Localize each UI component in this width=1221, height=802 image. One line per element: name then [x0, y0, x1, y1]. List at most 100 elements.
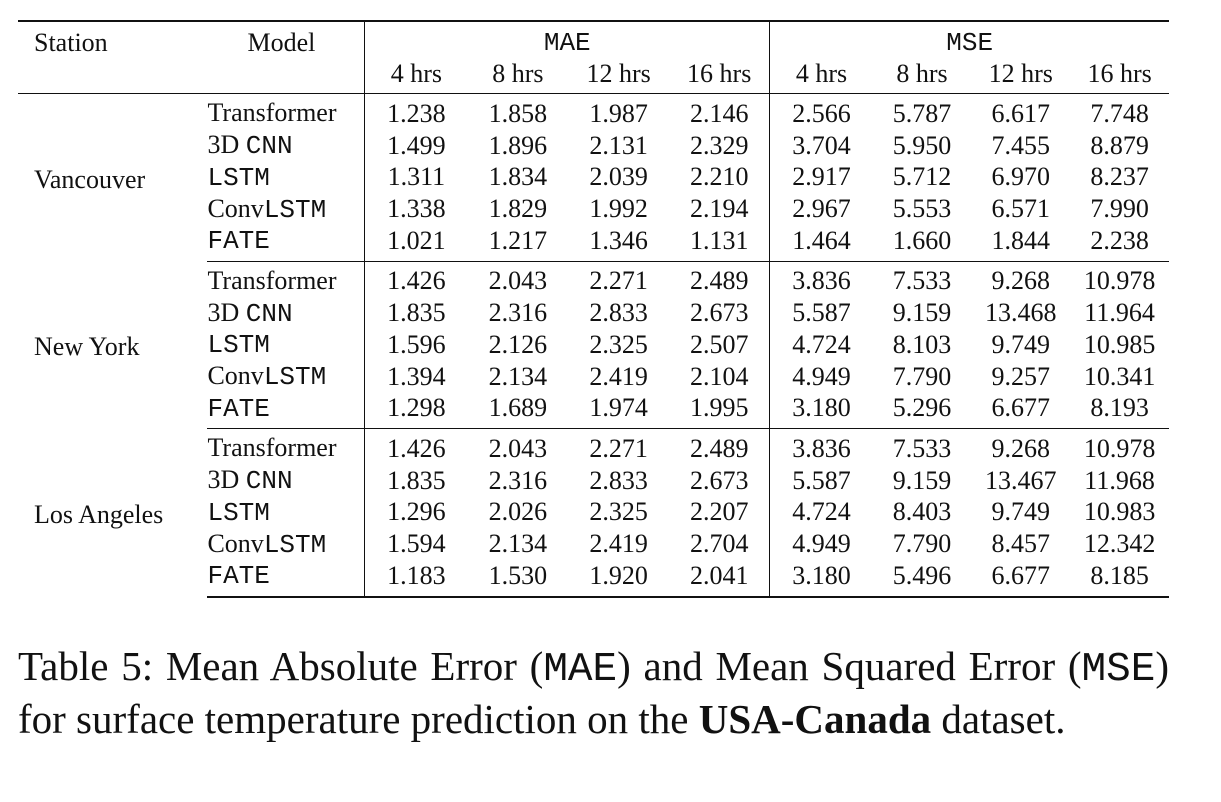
mae-value: 2.043 [488, 266, 548, 296]
mae-value: 2.134 [488, 529, 548, 559]
table-row: LSTM 1.311 1.834 2.039 2.210 2.917 5.712 6.970 8… [18, 161, 1169, 194]
mae-value: 2.207 [689, 497, 749, 527]
mse-value: 6.677 [971, 560, 1071, 598]
mae-value: 2.131 [589, 130, 648, 160]
mae-value: 1.920 [568, 560, 670, 598]
mae-value: 1.131 [669, 225, 770, 262]
model-name: Transformer [207, 261, 364, 297]
caption-label: Table 5: [18, 643, 154, 689]
mse-value: 7.790 [892, 529, 952, 559]
mse-value: 2.917 [769, 161, 873, 194]
mse-value: 2.566 [769, 93, 873, 131]
table-row: Vancouver Transformer 1.238 1.858 1.987 2.146… [18, 93, 1169, 194]
mse-value: 8.237 [1090, 162, 1149, 192]
mse-value: 7.990 [1090, 194, 1149, 224]
caption-mae-code: MAE [543, 647, 618, 693]
mse-value: 2.967 [769, 193, 873, 226]
mse-value: 13.468 [985, 298, 1057, 328]
table-row: LSTM 1.296 2.026 2.325 2.207 4.724 8.403 9.749 1… [18, 496, 1169, 529]
mae-value: 1.596 [364, 329, 468, 362]
mae-value: 1.834 [488, 162, 548, 192]
mse-value: 6.617 [991, 98, 1051, 128]
mse-value: 4.949 [769, 528, 873, 561]
mse-value: 8.185 [1070, 560, 1169, 598]
mae-value: 1.992 [589, 194, 648, 224]
model-name-code: CNN [245, 131, 293, 162]
model-name-serif: Transformer [207, 433, 337, 463]
mae-value: 1.829 [488, 194, 548, 224]
mae-value: 1.338 [364, 193, 468, 226]
mse-value: 9.749 [991, 497, 1051, 527]
model-name: LSTM [207, 162, 364, 194]
station-name: Los Angeles [34, 499, 164, 529]
mae-value: 1.346 [568, 225, 670, 262]
table-row: 3D CNN 1.835 2.316 2.833 2.673 5.587 9.159 13.4… [18, 297, 1169, 330]
mae-value: 2.489 [689, 266, 749, 296]
model-name-code: FATE [207, 226, 270, 257]
mse-value: 3.704 [769, 130, 873, 162]
header-mse-12h: 12 hrs [971, 58, 1071, 95]
mse-value: 7.455 [991, 130, 1051, 160]
model-name-code: CNN [245, 466, 293, 497]
mae-value: 1.298 [364, 392, 468, 430]
mae-value: 2.026 [488, 497, 548, 527]
header-blank [18, 58, 208, 95]
mse-value: 10.985 [1083, 329, 1156, 359]
station-group: Vancouver Transformer 1.238 1.858 1.987 2.146… [18, 93, 1169, 262]
mse-value: 9.268 [991, 266, 1051, 296]
model-name-serif: 3D [207, 465, 246, 495]
mae-value: 2.329 [689, 130, 749, 160]
mae-value: 1.835 [364, 297, 468, 330]
mse-value: 9.159 [892, 298, 952, 328]
mae-value: 2.419 [589, 361, 648, 391]
mse-value: 9.257 [991, 361, 1051, 391]
model-name: 3D CNN [207, 130, 364, 162]
model-name-code: CNN [245, 298, 293, 329]
model-name: FATE [207, 225, 365, 262]
table-row: 3D CNN 1.835 2.316 2.833 2.673 5.587 9.159 13.4… [18, 465, 1169, 497]
mae-value: 2.316 [488, 465, 548, 495]
mae-value: 1.689 [467, 392, 569, 430]
model-name-serif: 3D [207, 130, 246, 160]
mse-value: 5.553 [892, 194, 952, 224]
mae-value: 2.325 [589, 497, 648, 527]
header-mae-12h: 12 hrs [568, 58, 670, 95]
model-name: FATE [207, 560, 365, 598]
mse-value: 7.790 [892, 361, 952, 391]
caption-text-4: dataset. [931, 696, 1066, 742]
mse-value: 7.533 [892, 266, 952, 296]
mae-value: 2.489 [689, 433, 749, 463]
mae-value: 1.021 [364, 225, 468, 262]
model-name-code: LSTM [207, 330, 270, 361]
mae-value: 1.835 [364, 465, 468, 497]
mse-value: 1.844 [971, 225, 1071, 262]
mae-value: 2.194 [689, 194, 749, 224]
header-mae-8h: 8 hrs [467, 58, 569, 95]
mae-value: 1.183 [364, 560, 468, 598]
model-name-serif: 3D [207, 297, 246, 327]
table-row: 3D CNN 1.499 1.896 2.131 2.329 3.704 5.950 7.45… [18, 130, 1169, 162]
mae-value: 1.530 [467, 560, 569, 598]
mse-value: 5.712 [892, 162, 952, 192]
table-row: Los Angeles Transformer 1.426 2.043 2.271 2.4… [18, 428, 1169, 529]
mse-value: 6.970 [991, 162, 1051, 192]
mae-value: 2.325 [589, 329, 648, 359]
mae-value: 1.896 [488, 130, 548, 160]
mae-value: 2.134 [488, 361, 548, 391]
table-row: LSTM 1.596 2.126 2.325 2.507 4.724 8.103 9.749 1… [18, 329, 1169, 362]
mse-value: 1.660 [872, 225, 972, 262]
model-name-serif: Conv [207, 528, 264, 558]
mae-value: 2.039 [589, 162, 648, 192]
mse-value: 8.457 [991, 529, 1051, 559]
mae-value: 2.271 [589, 266, 648, 296]
model-name-serif: Transformer [207, 265, 337, 295]
mae-value: 2.146 [689, 98, 749, 128]
mae-value: 1.217 [467, 225, 569, 262]
header-mse-4h: 4 hrs [769, 58, 873, 95]
mae-value: 1.296 [364, 496, 468, 529]
model-name-code: LSTM [263, 362, 327, 393]
mse-value: 3.836 [769, 261, 873, 298]
mse-value: 8.403 [892, 497, 952, 527]
table-row: ConvLSTM 1.338 1.829 1.992 2.194 2.967 5.553 6.… [18, 193, 1169, 226]
mae-value: 1.974 [568, 392, 670, 430]
